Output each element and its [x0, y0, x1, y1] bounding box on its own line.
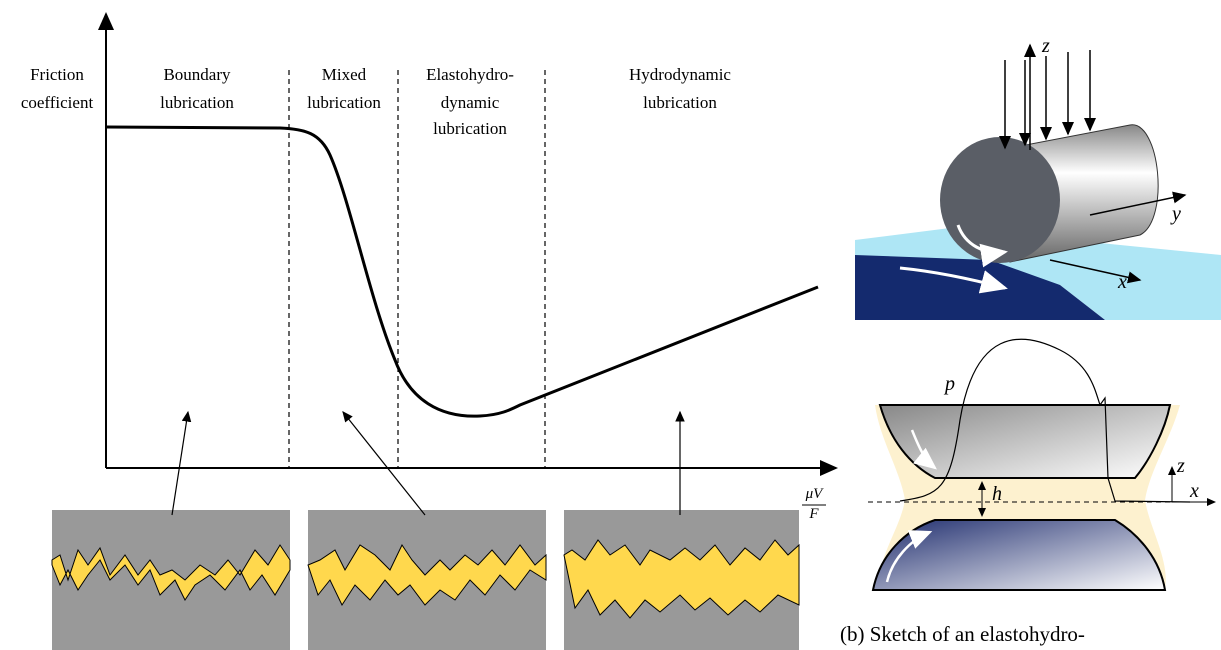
region-label: Mixed: [322, 65, 367, 84]
cylinder-illustration: z y x: [855, 35, 1221, 320]
region-label: Hydrodynamic: [629, 65, 731, 84]
gap-label: h: [992, 483, 1002, 505]
caption: (b) Sketch of an elastohydro-: [840, 622, 1085, 646]
surface-panels: [52, 510, 799, 650]
ehd-sketch: p h z x: [868, 339, 1215, 590]
axis-letter: x: [1117, 271, 1127, 293]
region-label: lubrication: [643, 93, 717, 112]
region-label: Elastohydro-: [426, 65, 514, 84]
y-axis-label: Friction: [30, 65, 84, 84]
region-label: lubrication: [160, 93, 234, 112]
region-label: dynamic: [441, 93, 500, 112]
region-label: lubrication: [433, 119, 507, 138]
region-label: Boundary: [163, 65, 231, 84]
axis-letter: z: [1041, 35, 1050, 57]
y-axis-label: coefficient: [21, 93, 94, 112]
x-axis-label-denominator: F: [808, 506, 819, 522]
stribeck-curve: [106, 127, 818, 416]
pressure-label: p: [943, 373, 955, 395]
figure: Friction coefficient Boundary lubricatio…: [0, 0, 1221, 650]
axis-letter: z: [1176, 455, 1185, 477]
region-label: lubrication: [307, 93, 381, 112]
x-axis-label-numerator: μV: [805, 486, 825, 502]
axis-letter: x: [1189, 480, 1199, 502]
axis-letter: y: [1170, 203, 1181, 225]
region-arrows: [172, 412, 680, 515]
